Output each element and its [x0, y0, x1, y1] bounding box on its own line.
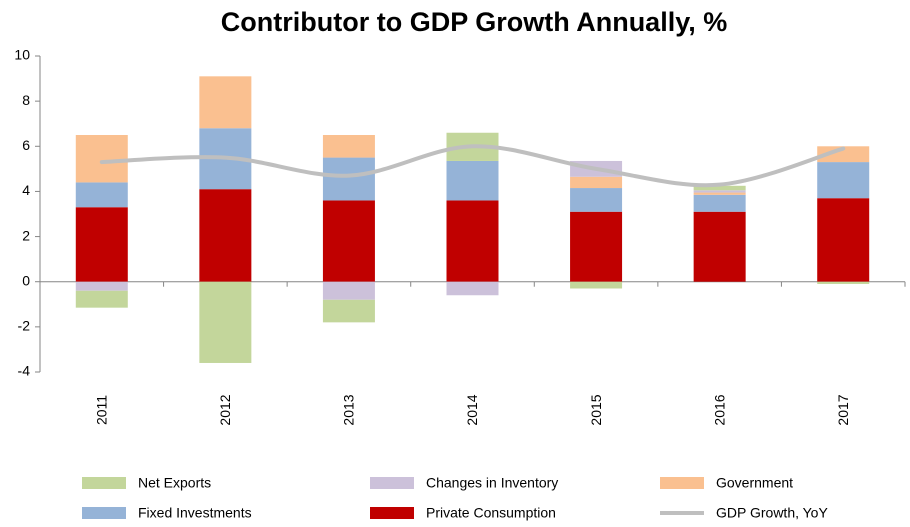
bar-segment — [693, 185, 746, 191]
bar-segment — [322, 200, 375, 282]
legend-label: Net Exports — [138, 475, 211, 491]
bar-segment — [322, 281, 375, 300]
bar-segment — [75, 290, 128, 308]
legend-swatch — [82, 477, 126, 489]
bar-segment — [570, 188, 623, 212]
y-tick-label: 10 — [14, 47, 30, 63]
bar-segment — [693, 190, 746, 193]
bar-segment — [693, 194, 746, 212]
bar-segment — [199, 76, 252, 129]
bar-segment — [446, 200, 499, 282]
legend-swatch — [370, 507, 414, 519]
bar-segment — [446, 160, 499, 201]
bar-segment — [570, 211, 623, 282]
legend-label: Private Consumption — [426, 505, 556, 521]
bar-segment — [570, 281, 623, 289]
legend-swatch — [370, 477, 414, 489]
bar-segment — [199, 281, 252, 363]
y-tick-label: 4 — [22, 182, 30, 198]
y-tick-label: -4 — [18, 363, 31, 379]
legend-label: Government — [716, 475, 793, 491]
x-tick-label: 2014 — [464, 394, 480, 425]
chart-title: Contributor to GDP Growth Annually, % — [221, 7, 727, 37]
bar-segment — [322, 135, 375, 158]
bar-segment — [817, 162, 870, 199]
bar-segment — [570, 176, 623, 189]
bar-segment — [322, 299, 375, 323]
bar-segment — [322, 157, 375, 201]
x-tick-label: 2013 — [341, 394, 357, 425]
y-tick-label: -2 — [18, 318, 31, 334]
bar-segment — [199, 189, 252, 282]
bar-segment — [817, 146, 870, 163]
y-tick-label: 8 — [22, 92, 30, 108]
legend-label: GDP Growth, YoY — [716, 505, 828, 521]
x-tick-label: 2012 — [217, 394, 233, 425]
legend-swatch — [82, 507, 126, 519]
x-tick-label: 2017 — [835, 394, 851, 425]
bar-segment — [817, 281, 870, 284]
y-tick-label: 6 — [22, 137, 30, 153]
bar-segment — [693, 192, 746, 195]
line-series — [99, 144, 846, 188]
x-tick-label: 2015 — [588, 394, 604, 425]
legend-swatch — [660, 477, 704, 489]
x-tick-label: 2016 — [711, 394, 727, 425]
bar-segment — [75, 207, 128, 282]
bar-segment — [817, 198, 870, 282]
y-tick-label: 0 — [22, 272, 30, 288]
bar-segment — [75, 281, 128, 291]
bar-segment — [75, 135, 128, 183]
legend-label: Fixed Investments — [138, 505, 252, 521]
x-tick-label: 2011 — [93, 395, 109, 425]
legend-label: Changes in Inventory — [426, 475, 558, 491]
y-tick-label: 2 — [22, 227, 30, 243]
bar-segment — [75, 182, 128, 208]
bar-segment — [693, 211, 746, 282]
bar-segment — [446, 281, 499, 296]
